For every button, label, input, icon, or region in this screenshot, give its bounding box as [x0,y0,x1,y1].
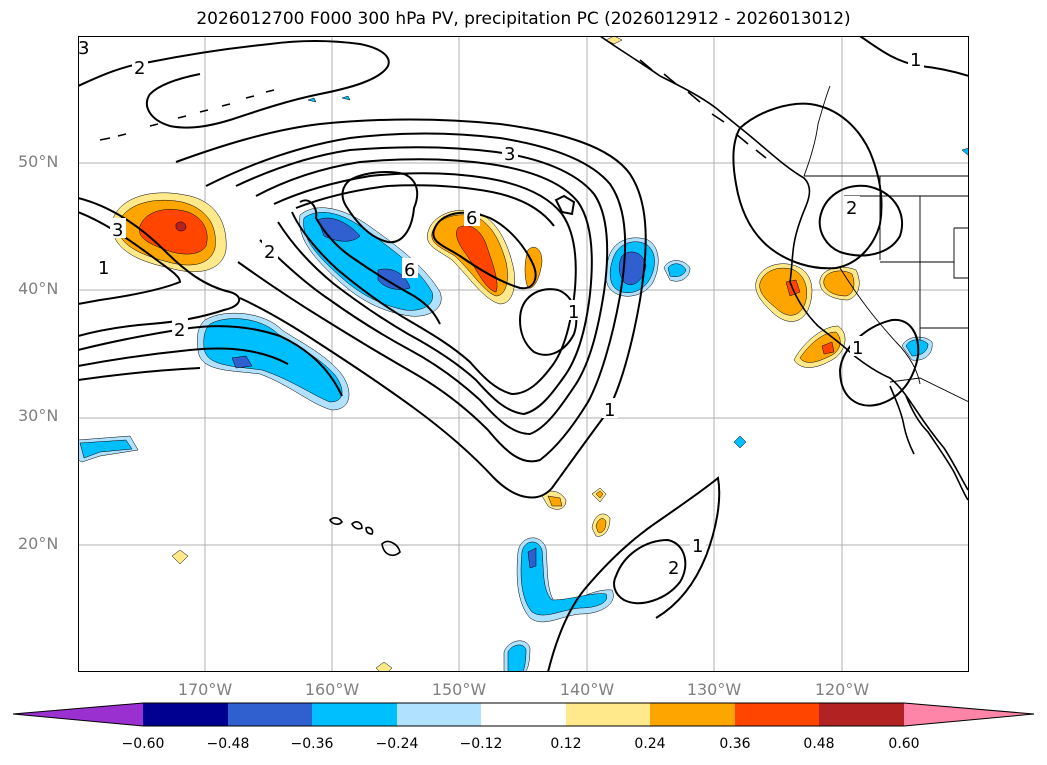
map-title: 2026012700 F000 300 hPa PV, precipitatio… [196,9,851,29]
lat-label-20n: 20°N [18,534,59,553]
colorbar-tick-pos-024: 0.24 [634,736,666,752]
precip-positive-california [755,263,860,368]
lon-label-130w: 130°W [686,680,742,699]
lat-label-40n: 40°N [18,279,59,298]
contour-label-6-north: 6 [466,208,477,229]
contour-label-2-canada: 2 [846,198,857,219]
lat-label-50n: 50°N [18,152,59,171]
colorbar-tick-neg-024: −0.24 [375,736,419,752]
colorbar-tick-neg-036: −0.36 [290,736,334,752]
colorbar-tick-neg-048: −0.48 [206,736,250,752]
contour-label-3-center: 3 [504,144,515,165]
contour-label-3-nw: 3 [78,38,89,59]
coastlines [99,36,969,557]
colorbar-bin-neg-024-012 [397,703,481,726]
map-panel: 3 2 1 2 2 1 2 3 6 6 1 2 3 1 [78,36,969,672]
precip-positive-south [171,36,623,672]
lon-label-160w: 160°W [304,680,360,699]
contour-label-1-west: 1 [98,258,109,279]
colorbar-bin-pos-012-024 [566,703,650,726]
pv-contours [78,36,969,672]
colorbar-bin-neutral [481,703,566,726]
colorbar-bin-neg-048-036 [228,703,312,726]
colorbar [12,702,1035,727]
borders [803,85,969,403]
colorbar-bin-pos-024-036 [650,703,735,726]
colorbar-bin-neg-060-048 [143,703,228,726]
precip-negative-southwest [197,312,350,411]
lon-label-170w: 170°W [177,680,233,699]
lon-label-120w: 120°W [814,680,870,699]
colorbar-bin-pos-036-048 [735,703,819,726]
colorbar-tick-pos-060: 0.60 [888,736,920,752]
precip-negative-coast [307,95,969,361]
contour-label-1-ne: 1 [910,50,921,71]
contour-label-2-southwest: 2 [174,320,185,341]
contour-label-6-center: 6 [404,260,415,281]
colorbar-tick-pos-012: 0.12 [550,736,582,752]
precip-positive-central [427,209,543,305]
colorbar-extend-low [13,703,143,726]
contour-label-1-southeast: 1 [692,536,703,557]
lon-label-150w: 150°W [431,680,487,699]
contour-label-1-south: 1 [604,400,615,421]
colorbar-tick-pos-048: 0.48 [803,736,835,752]
precip-positive-west [111,192,227,273]
pv-contour-labels: 3 2 1 2 2 1 2 3 6 6 1 2 3 1 [78,38,924,579]
contour-label-1-pocket: 1 [568,302,579,323]
colorbar-tick-neg-012: −0.12 [459,736,503,752]
contour-label-1-baja: 1 [852,338,863,359]
colorbar-tick-pos-036: 0.36 [719,736,751,752]
contour-label-2-north: 2 [134,58,145,79]
colorbar-bin-pos-048-060 [819,703,904,726]
precip-negative-south [503,435,747,672]
contour-label-2-southeast: 2 [668,558,679,579]
precip-negative-small-west [78,435,139,463]
colorbar-extend-high [904,703,1034,726]
precip-negative-east [605,237,691,297]
lon-label-140w: 140°W [559,680,615,699]
precip-negative-central [299,207,442,317]
lat-label-30n: 30°N [18,406,59,425]
contour-label-3-west: 3 [112,220,123,241]
contour-label-2-west: 2 [264,242,275,263]
colorbar-bin-neg-036-024 [312,703,397,726]
colorbar-tick-neg-060: −0.60 [121,736,165,752]
precip-shading [78,36,969,672]
